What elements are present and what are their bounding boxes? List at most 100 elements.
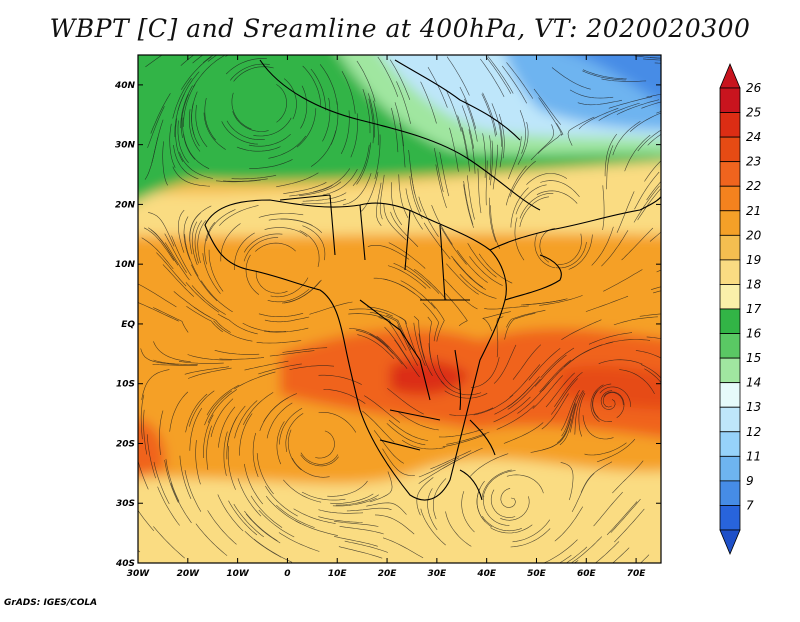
lat-tick-label: 20S [116, 439, 135, 449]
streamline [467, 243, 497, 278]
streamline [187, 354, 232, 361]
streamline [635, 350, 661, 359]
streamline [534, 354, 567, 387]
streamline [202, 55, 214, 63]
colorbar-label: 13 [746, 400, 761, 414]
streamline [231, 174, 277, 180]
streamline [237, 478, 262, 517]
streamline [255, 271, 288, 294]
streamline [175, 118, 184, 163]
streamline [266, 402, 293, 439]
streamline [423, 222, 451, 260]
streamline [227, 445, 236, 490]
streamline [373, 100, 379, 146]
streamline [386, 423, 426, 446]
streamline [594, 541, 620, 563]
streamline [138, 302, 179, 322]
streamline [282, 281, 321, 304]
streamline [592, 383, 612, 418]
streamline [373, 430, 404, 464]
streamline [184, 366, 229, 375]
streamline [206, 425, 212, 470]
lon-tick-label: 30E [428, 569, 448, 579]
streamline [197, 220, 207, 263]
streamline [183, 216, 191, 260]
lon-tick-label: 30W [127, 569, 151, 579]
streamline [344, 540, 389, 553]
streamline [248, 133, 291, 147]
lat-tick-label: 40S [115, 559, 135, 569]
streamline [233, 503, 264, 538]
streamline [249, 159, 293, 169]
streamline [539, 295, 583, 306]
streamline [490, 205, 500, 249]
lon-axis: 30W 20W 10W 0 10E 20E 30E 40E 50E 60E 70E [127, 55, 646, 579]
streamline [561, 319, 602, 341]
streamline [444, 390, 488, 399]
streamline [604, 133, 618, 177]
streamline [268, 218, 313, 226]
streamline [183, 134, 210, 169]
colorbar-swatch [719, 87, 741, 113]
colorbar-label: 18 [746, 277, 762, 291]
streamline [148, 212, 175, 247]
streamline [276, 504, 315, 528]
plot-area [138, 55, 661, 563]
streamline [173, 144, 199, 180]
streamline [356, 60, 376, 102]
streamline [393, 263, 431, 289]
streamline [289, 365, 335, 370]
streamline [296, 108, 317, 148]
streamline [244, 463, 264, 505]
streamline [476, 488, 493, 528]
streamline [214, 350, 260, 355]
streamline [559, 554, 572, 563]
streamline [601, 78, 647, 82]
streamline [481, 93, 496, 137]
streamline [301, 198, 347, 204]
streamline [528, 348, 561, 381]
streamline [366, 502, 407, 515]
lat-tick-label: 10S [116, 380, 135, 390]
streamline [172, 78, 192, 119]
streamline [596, 438, 636, 463]
streamline [233, 66, 274, 82]
streamline [613, 316, 658, 326]
streamline [278, 532, 320, 552]
colorbar-label: 20 [746, 228, 762, 242]
streamline [646, 181, 661, 201]
streamline [578, 107, 619, 130]
streamline [389, 59, 411, 101]
streamline [342, 173, 372, 206]
streamline [362, 89, 371, 134]
streamline [641, 101, 661, 109]
lat-tick-label: 30N [115, 141, 136, 151]
streamline [189, 109, 201, 152]
streamline [599, 386, 631, 407]
streamline [180, 85, 193, 129]
colorbar-swatch [719, 333, 741, 359]
streamline [164, 460, 179, 503]
streamline [444, 278, 478, 310]
streamline [471, 357, 500, 388]
streamline [338, 546, 383, 559]
streamline [445, 511, 472, 547]
streamline [418, 196, 439, 237]
streamline [437, 354, 461, 391]
streamline [181, 56, 212, 90]
colorbar-label: 25 [746, 106, 761, 120]
streamline [204, 390, 233, 426]
streamline [206, 384, 240, 416]
streamline [414, 268, 447, 301]
lat-tick-label: 40N [114, 81, 136, 91]
streamline [572, 341, 614, 361]
streamline [283, 479, 322, 503]
streamline [362, 410, 395, 443]
colorbar-label: 14 [746, 376, 761, 390]
streamline [399, 122, 406, 168]
streamline [386, 314, 412, 350]
streamline [567, 116, 595, 146]
colorbar-swatch [719, 480, 741, 506]
streamline [396, 81, 411, 124]
streamline [243, 233, 283, 253]
